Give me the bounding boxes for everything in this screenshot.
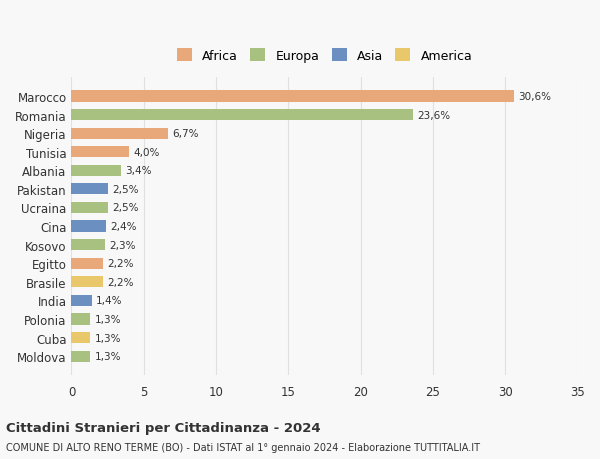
Bar (71, 351, 90, 362)
Text: Cittadini Stranieri per Cittadinanza - 2024: Cittadini Stranieri per Cittadinanza - 2… (6, 421, 320, 435)
Bar (71, 295, 92, 306)
Text: 30,6%: 30,6% (518, 92, 551, 102)
Bar (71, 184, 107, 195)
Bar (71, 332, 90, 343)
Text: COMUNE DI ALTO RENO TERME (BO) - Dati ISTAT al 1° gennaio 2024 - Elaborazione TU: COMUNE DI ALTO RENO TERME (BO) - Dati IS… (6, 442, 480, 452)
Bar (71, 258, 103, 269)
Text: 2,2%: 2,2% (107, 258, 134, 269)
Text: 2,2%: 2,2% (107, 277, 134, 287)
Text: 1,3%: 1,3% (95, 352, 121, 361)
Bar (71, 240, 105, 251)
Text: 3,4%: 3,4% (125, 166, 151, 176)
Text: 6,7%: 6,7% (173, 129, 199, 139)
Bar (71, 165, 121, 176)
Bar (71, 147, 130, 158)
Text: 23,6%: 23,6% (417, 110, 450, 120)
Text: 4,0%: 4,0% (134, 147, 160, 157)
Bar (71, 277, 103, 288)
Legend: Africa, Europa, Asia, America: Africa, Europa, Asia, America (173, 45, 476, 66)
Bar (71, 91, 514, 102)
Bar (71, 221, 106, 232)
Text: 2,5%: 2,5% (112, 203, 139, 213)
Text: 1,3%: 1,3% (95, 314, 121, 324)
Bar (71, 128, 169, 140)
Bar (71, 202, 107, 213)
Text: 2,3%: 2,3% (109, 240, 136, 250)
Text: 1,3%: 1,3% (95, 333, 121, 343)
Text: 2,5%: 2,5% (112, 185, 139, 195)
Text: 2,4%: 2,4% (110, 222, 137, 231)
Bar (71, 110, 413, 121)
Bar (71, 313, 90, 325)
Text: 1,4%: 1,4% (96, 296, 122, 306)
